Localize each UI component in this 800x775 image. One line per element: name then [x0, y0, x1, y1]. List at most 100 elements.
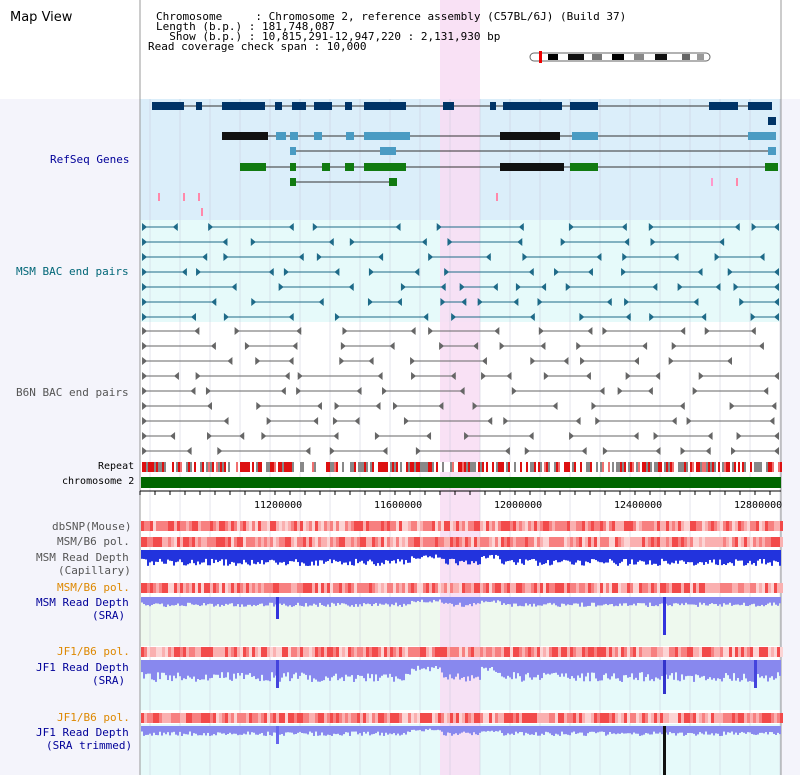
read-depth-bar: [467, 726, 469, 733]
read-depth-bar: [235, 550, 237, 566]
bac-end-marker: [378, 253, 384, 261]
read-depth-bar: [391, 660, 393, 678]
polymorphism-cell: [672, 647, 675, 657]
read-depth-bar: [431, 660, 433, 668]
read-depth-bar: [405, 726, 407, 735]
polymorphism-cell: [210, 537, 213, 547]
read-depth-bar: [295, 550, 297, 560]
read-depth-bar: [331, 550, 333, 564]
read-depth-bar: [751, 660, 753, 682]
polymorphism-cell: [180, 537, 183, 547]
polymorphism-cell: [219, 583, 222, 593]
read-depth-bar: [435, 726, 437, 731]
bac-end-marker: [621, 223, 627, 231]
read-depth-bar: [655, 726, 657, 734]
bac-end-marker: [428, 253, 434, 261]
read-depth-bar: [495, 597, 497, 603]
read-depth-bar: [625, 660, 627, 676]
bac-end-marker: [318, 298, 324, 306]
polymorphism-cell: [675, 521, 678, 531]
repeat-block: [506, 462, 508, 472]
polymorphism-cell: [366, 537, 369, 547]
polymorphism-cell: [477, 713, 480, 723]
polymorphism-cell: [579, 713, 582, 723]
read-depth-bar: [715, 550, 717, 565]
read-depth-bar: [445, 597, 447, 603]
polymorphism-cell: [717, 583, 720, 593]
polymorphism-cell: [702, 713, 705, 723]
polymorphism-cell: [513, 713, 516, 723]
repeat-block: [558, 462, 560, 472]
read-depth-bar: [355, 660, 357, 679]
read-depth-bar: [195, 726, 197, 734]
polymorphism-cell: [183, 583, 186, 593]
polymorphism-cell: [180, 521, 183, 531]
polymorphism-cell: [366, 583, 369, 593]
polymorphism-cell: [279, 713, 282, 723]
polymorphism-cell: [201, 713, 204, 723]
repeat-block: [232, 462, 234, 472]
read-depth-bar: [659, 597, 661, 604]
read-depth-bar: [251, 726, 253, 733]
polymorphism-cell: [573, 521, 576, 531]
read-depth-bar: [357, 597, 359, 607]
polymorphism-cell: [456, 713, 459, 723]
polymorphism-cell: [735, 521, 738, 531]
read-depth-bar: [521, 726, 523, 733]
polymorphism-cell: [195, 521, 198, 531]
repeat-block: [206, 462, 208, 472]
read-depth-bar: [403, 660, 405, 681]
read-depth-bar: [401, 597, 403, 607]
polymorphism-cell: [450, 713, 453, 723]
polymorphism-cell: [294, 647, 297, 657]
read-depth-bar: [465, 597, 467, 606]
repeat-block: [392, 462, 394, 472]
polymorphism-cell: [726, 583, 729, 593]
polymorphism-cell: [588, 537, 591, 547]
read-depth-bar: [279, 550, 281, 563]
polymorphism-cell: [261, 583, 264, 593]
read-depth-bar: [431, 550, 433, 558]
polymorphism-cell: [444, 647, 447, 657]
read-depth-bar: [215, 597, 217, 606]
repeat-block: [252, 462, 254, 472]
read-depth-bar: [641, 550, 643, 562]
bac-end-marker: [529, 313, 535, 321]
read-depth-bar: [547, 660, 549, 674]
read-depth-bar: [417, 660, 419, 666]
read-depth-bar: [383, 550, 385, 565]
polymorphism-cell: [228, 521, 231, 531]
repeat-block: [736, 462, 738, 472]
read-depth-bar: [719, 597, 721, 605]
polymorphism-cell: [420, 537, 423, 547]
bac-end-marker: [739, 298, 745, 306]
repeat-block: [388, 462, 390, 472]
polymorphism-cell: [528, 537, 531, 547]
polymorphism-cell: [759, 647, 762, 657]
repeat-block: [438, 462, 440, 472]
polymorphism-cell: [453, 713, 456, 723]
read-depth-bar: [613, 726, 615, 734]
read-depth-bar: [257, 660, 259, 679]
polymorphism-cell: [594, 583, 597, 593]
repeat-block: [606, 462, 608, 472]
read-depth-bar: [367, 597, 369, 604]
read-depth-bar: [429, 660, 431, 672]
polymorphism-cell: [558, 583, 561, 593]
ideogram-band: [548, 54, 558, 60]
read-depth-bar: [323, 660, 325, 681]
polymorphism-cell: [471, 647, 474, 657]
read-depth-bar: [559, 597, 561, 607]
repeat-block: [552, 462, 554, 472]
polymorphism-cell: [300, 583, 303, 593]
read-depth-bar: [167, 726, 169, 733]
polymorphism-cell: [771, 647, 774, 657]
read-depth-bar: [727, 726, 729, 733]
read-depth-bar: [283, 597, 285, 604]
read-depth-bar: [333, 597, 335, 604]
bac-end-marker: [395, 223, 401, 231]
read-depth-bar: [427, 660, 429, 667]
polymorphism-cell: [684, 537, 687, 547]
read-depth-bar: [391, 550, 393, 561]
